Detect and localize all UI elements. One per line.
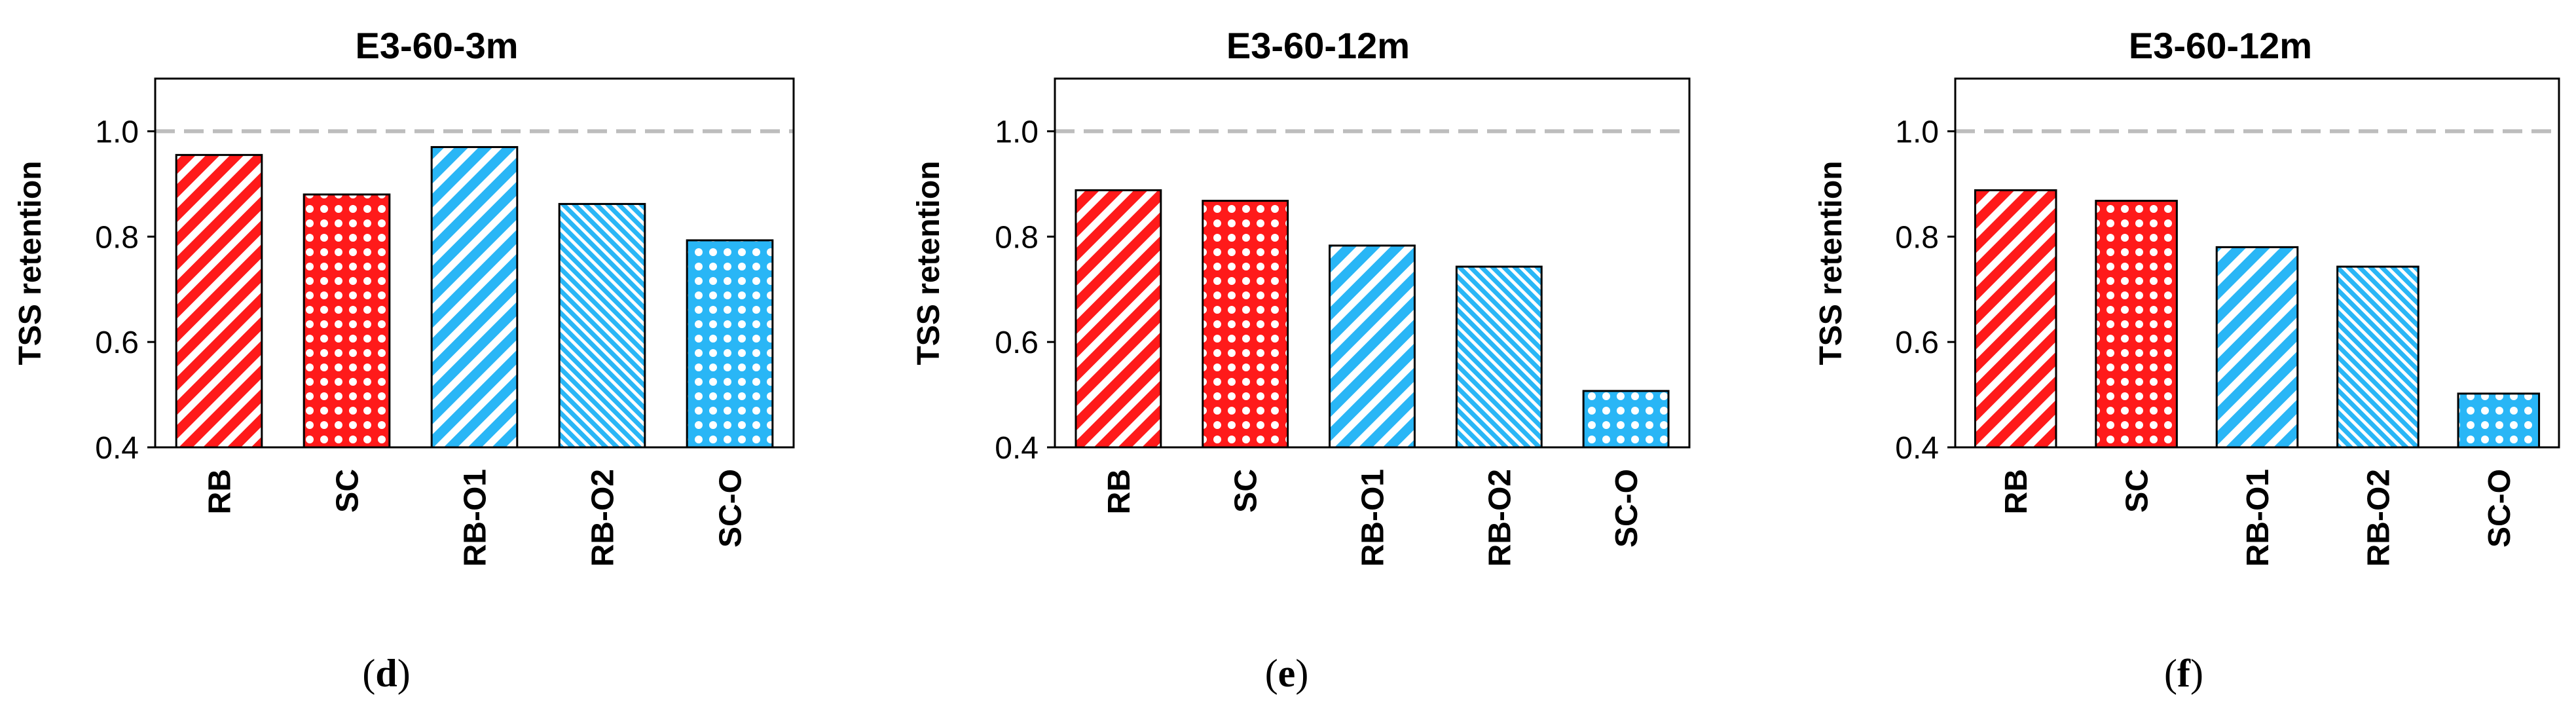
x-tick-label: RB-O1: [1356, 469, 1391, 567]
bar-rb-o2: [1455, 265, 1543, 449]
y-axis-label: TSS retention: [13, 160, 48, 365]
y-tick-label: 1.0: [1895, 115, 1939, 149]
y-tick-label: 0.8: [995, 220, 1039, 255]
chart-title: E3-60-12m: [2129, 25, 2312, 66]
panel-caption: (e): [1265, 652, 1309, 695]
plot-frame: [1054, 77, 1691, 449]
chart-panel-e: E3-60-12m 0.4 0.6 0.8 1.0 TSS retention RB SC RB…: [911, 25, 1691, 695]
bar-rb-o1: [2215, 246, 2299, 449]
bar-sc: [2095, 200, 2178, 449]
x-tick-label: SC: [1229, 469, 1264, 513]
x-tick-label: SC-O: [1610, 469, 1644, 548]
panel-label: e: [1278, 652, 1296, 695]
y-tick-label: 1.0: [995, 115, 1039, 149]
panel-label: d: [375, 652, 397, 695]
y-axis-label: TSS retention: [911, 160, 946, 365]
x-tick-label: SC-O: [714, 469, 748, 548]
y-tick-label: 0.4: [95, 431, 139, 466]
x-tick-label: SC: [2120, 469, 2155, 513]
bar-rb: [1075, 189, 1162, 449]
x-tick-label: RB-O1: [2241, 469, 2275, 567]
bar-rb: [175, 154, 263, 449]
y-tick-label: 0.4: [995, 431, 1039, 466]
bar-rb-o2: [2336, 265, 2420, 449]
y-tick-label: 0.6: [95, 326, 139, 360]
y-tick-label: 0.6: [1895, 326, 1939, 360]
bar-rb-o2: [558, 202, 646, 449]
y-axis-label: TSS retention: [1814, 160, 1849, 365]
x-tick-label: SC-O: [2482, 469, 2517, 548]
x-tick-label: RB: [1102, 469, 1137, 514]
x-tick-label: RB: [203, 469, 238, 514]
x-tick-label: RB: [1999, 469, 2034, 514]
panel-label: f: [2177, 652, 2191, 695]
bar-sc-o: [1582, 390, 1670, 449]
bar-rb-o1: [430, 146, 519, 449]
x-tick-label: RB-O2: [1482, 469, 1517, 567]
y-tick-label: 1.0: [95, 115, 139, 149]
x-tick-label: RB-O2: [2361, 469, 2396, 567]
chart-title: E3-60-3m: [355, 25, 518, 66]
bar-sc: [303, 193, 391, 449]
x-tick-label: RB-O1: [458, 469, 493, 567]
bar-rb: [1974, 189, 2057, 449]
bar-rb-o1: [1329, 244, 1416, 449]
plot-frame: [1954, 77, 2560, 449]
panel-caption: (d): [362, 652, 410, 695]
x-tick-label: RB-O2: [586, 469, 621, 567]
y-tick-label: 0.8: [95, 220, 139, 255]
y-tick-label: 0.8: [1895, 220, 1939, 255]
bar-sc: [1202, 200, 1289, 449]
panel-caption: (f): [2164, 652, 2203, 695]
y-tick-label: 0.6: [995, 326, 1039, 360]
plot-frame: [154, 77, 795, 449]
x-tick-label: SC: [331, 469, 365, 513]
bar-sc-o: [686, 239, 774, 449]
chart-title: E3-60-12m: [1226, 25, 1410, 66]
bar-sc-o: [2457, 392, 2541, 449]
chart-panel-d: E3-60-3m 0.4 0.6 0.8 1.0 TSS retention RB SC RB-…: [13, 25, 795, 695]
y-tick-label: 0.4: [1895, 431, 1939, 466]
chart-panel-f: E3-60-12m 0.4 0.6 0.8 1.0 TSS retention RB SC RB…: [1814, 25, 2560, 695]
